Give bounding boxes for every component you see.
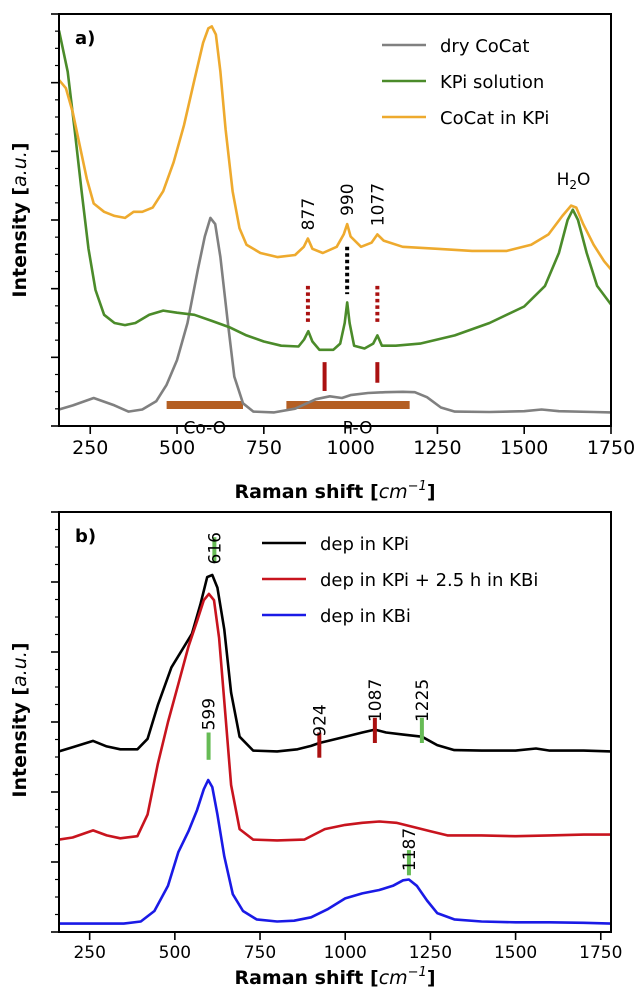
x-axis-label: Raman shift [cm−1] <box>234 965 435 989</box>
x-tick-label-4: 1250 <box>413 437 461 459</box>
series-line-1 <box>59 592 611 842</box>
water-label: H2O <box>557 170 591 192</box>
legend-label-1: dep in KPi + 2.5 h in KBi <box>320 570 538 591</box>
series-line-0 <box>59 216 611 414</box>
x-tick-label-4: 1250 <box>409 943 452 963</box>
x-tick-label-0: 250 <box>73 943 105 963</box>
peak-label-2: 1087 <box>366 679 386 722</box>
peak-label-5: 1187 <box>400 828 420 871</box>
peak-label-1: 924 <box>310 704 330 736</box>
y-axis-label: Intensity [a.u.] <box>9 642 31 797</box>
series-line-0 <box>59 573 611 753</box>
legend-label-0: dep in KPi <box>320 534 409 555</box>
series-line-2 <box>59 25 611 271</box>
x-tick-label-0: 250 <box>72 437 108 459</box>
peak-label-0: 616 <box>205 532 225 564</box>
x-tick-label-3: 1000 <box>326 437 374 459</box>
peak-label-1: 990 <box>338 183 358 215</box>
x-tick-label-1: 500 <box>159 943 191 963</box>
series-line-2 <box>59 778 611 925</box>
x-tick-label-5: 1500 <box>500 437 548 459</box>
x-tick-label-3: 1000 <box>324 943 367 963</box>
peak-label-4: 599 <box>200 698 220 730</box>
panel-label: a) <box>75 28 95 49</box>
x-tick-label-1: 500 <box>159 437 195 459</box>
legend-label-1: KPi solution <box>440 72 544 93</box>
series-group <box>59 573 611 925</box>
panel-label: b) <box>75 526 96 547</box>
series-line-1 <box>59 30 611 352</box>
peak-label-0: 877 <box>299 198 319 230</box>
x-tick-label-2: 750 <box>246 437 282 459</box>
panel-b: 616 924 1087 1225 599 1187 250 500 750 1000 1250 15… <box>9 511 622 989</box>
band-bar-0 <box>166 401 243 409</box>
x-axis-label: Raman shift [cm−1] <box>234 479 435 503</box>
peak-label-3: 1225 <box>413 679 433 722</box>
x-tick-label-5: 1500 <box>494 943 537 963</box>
peak-label-2: 1077 <box>368 183 388 226</box>
panel-a: Co-O P-O 877 990 1077 H2O 250 500 750 1000 1250 150… <box>9 13 635 503</box>
x-tick-label-2: 750 <box>244 943 276 963</box>
band-label-0: Co-O <box>184 419 227 439</box>
y-axis-label: Intensity [a.u.] <box>9 142 31 297</box>
legend-label-2: CoCat in KPi <box>440 108 549 129</box>
x-tick-label-6: 1750 <box>579 943 622 963</box>
x-tick-label-6: 1750 <box>587 437 635 459</box>
legend-label-0: dry CoCat <box>440 36 529 57</box>
legend-label-2: dep in KBi <box>320 606 411 627</box>
band-bar-1 <box>286 401 410 409</box>
band-label-1: P-O <box>343 419 373 439</box>
series-group <box>59 25 611 414</box>
